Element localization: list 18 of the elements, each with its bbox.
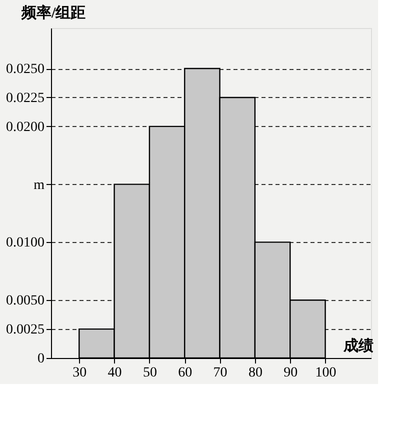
x-tick-label: 30	[72, 366, 87, 380]
x-axis-title: 成绩	[342, 338, 374, 354]
x-tick-label: 40	[108, 366, 122, 380]
y-tick-label: 0.0250	[6, 62, 44, 78]
x-tick-label: 100	[315, 366, 336, 380]
y-tick-label: m	[34, 178, 45, 193]
x-tick-label: 70	[213, 366, 228, 380]
y-axis-title: 频率/组距	[20, 4, 86, 22]
x-tick-label: 90	[284, 366, 298, 380]
y-tick-label: 0.0025	[6, 322, 44, 338]
y-tick-label: 0.0200	[6, 120, 44, 135]
y-tick-label: 0.0050	[6, 294, 44, 309]
y-tick-label: 0.0100	[6, 236, 44, 251]
y-tick-label: 0.0225	[6, 90, 44, 106]
x-tick-label: 60	[178, 366, 192, 380]
y-tick-label: 0	[38, 352, 44, 366]
x-tick-label: 80	[248, 366, 262, 380]
x-tick-label: 50	[142, 366, 157, 380]
